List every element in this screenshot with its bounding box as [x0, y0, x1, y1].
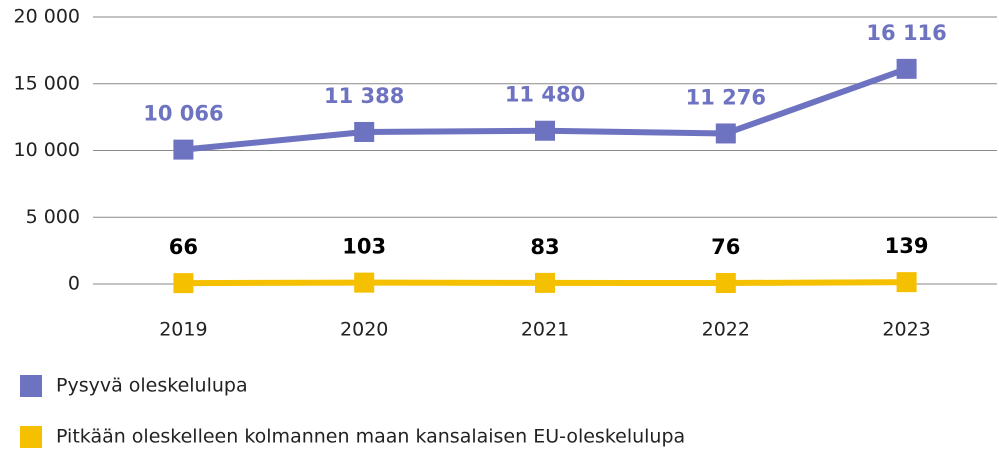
marker [173, 273, 194, 294]
legend-swatch [20, 375, 42, 397]
x-tick-label: 2023 [882, 319, 930, 341]
data-label: 16 116 [866, 21, 946, 45]
data-label: 11 480 [505, 83, 585, 107]
y-tick-label: 20 000 [14, 6, 80, 28]
y-tick-label: 0 [68, 273, 80, 295]
data-label: 76 [711, 235, 740, 259]
marker [354, 121, 375, 142]
marker [354, 272, 375, 293]
marker [896, 58, 917, 79]
data-label: 11 276 [686, 85, 766, 109]
marker [535, 120, 555, 141]
y-tick-label: 15 000 [14, 72, 80, 94]
legend-swatch [20, 426, 42, 448]
y-tick-label: 10 000 [14, 139, 80, 161]
marker [896, 272, 917, 293]
x-tick-label: 2022 [702, 319, 750, 341]
y-tick-label: 5 000 [26, 206, 80, 228]
marker [715, 123, 736, 144]
x-tick-label: 2021 [521, 319, 569, 341]
legend-label: Pysyvä oleskelulupa [56, 375, 248, 397]
data-label: 139 [885, 234, 929, 258]
data-label: 10 066 [143, 102, 223, 126]
data-label: 66 [169, 235, 198, 259]
marker [715, 272, 736, 293]
x-tick-label: 2019 [159, 319, 207, 341]
legend-label: Pitkään oleskelleen kolmannen maan kansa… [56, 426, 685, 448]
marker [535, 272, 555, 293]
data-label: 103 [342, 235, 386, 259]
data-label: 11 388 [324, 84, 404, 108]
marker [173, 139, 194, 160]
x-tick-label: 2020 [340, 319, 388, 341]
data-label: 83 [530, 235, 559, 259]
